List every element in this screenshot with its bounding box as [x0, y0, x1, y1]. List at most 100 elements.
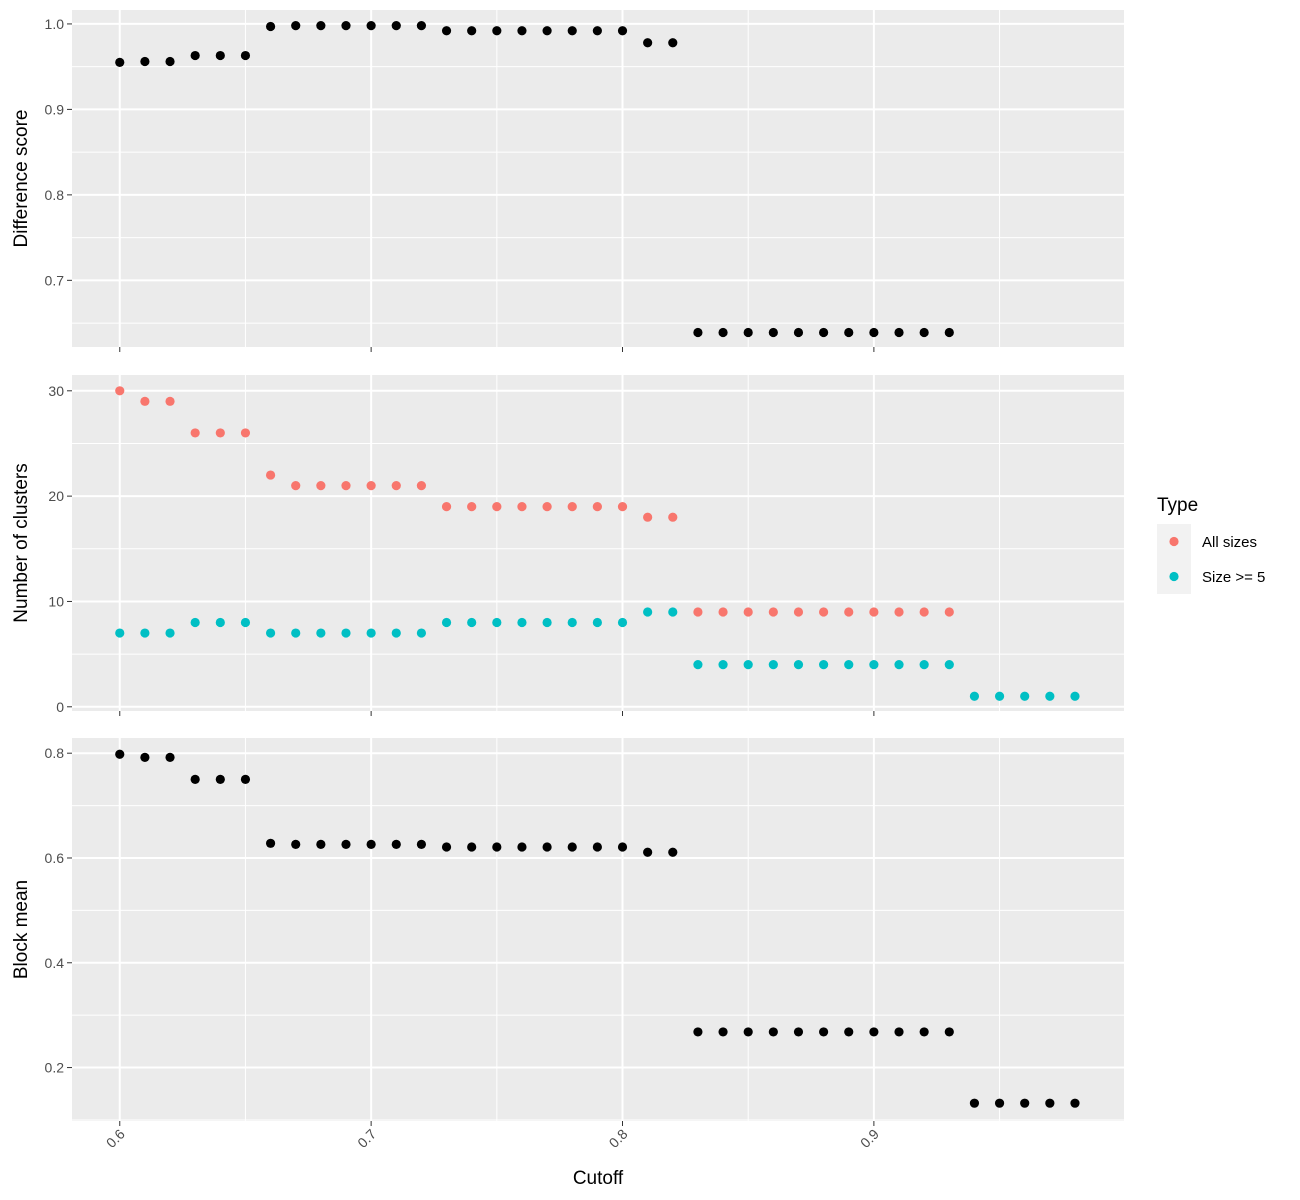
data-point [718, 660, 728, 670]
data-point [140, 396, 150, 406]
data-point [919, 327, 929, 338]
panel-3: 0.2 0.4 0.6 0.8 Block mean [11, 738, 1124, 1126]
data-point [944, 660, 954, 670]
data-point [793, 327, 804, 338]
data-point [994, 1098, 1005, 1108]
data-point [592, 617, 602, 628]
data-point [215, 774, 225, 784]
data-point [115, 628, 125, 638]
data-point [291, 628, 301, 638]
data-point [416, 628, 427, 638]
legend: Type All sizes Size >= 5 [1157, 495, 1265, 594]
data-point [190, 50, 200, 61]
data-point [341, 839, 351, 849]
panels-layer: 0.7 0.8 0.9 1.0 Difference score 0 10 20 30 Numbe… [11, 10, 1124, 1151]
legend-entries: All sizes Size >= 5 [1157, 524, 1265, 594]
data-point [617, 502, 628, 512]
data-point [391, 628, 401, 638]
data-point [869, 607, 879, 617]
data-point [743, 607, 753, 617]
data-point [793, 660, 804, 670]
data-point [492, 617, 502, 628]
data-point [165, 56, 175, 67]
data-point [969, 1098, 980, 1108]
data-point [265, 628, 276, 638]
legend-key-point [1169, 536, 1179, 547]
data-point [718, 607, 728, 617]
data-point [441, 502, 452, 512]
y-tick-label: 1.0 [45, 16, 65, 32]
data-point [215, 428, 225, 438]
data-point [869, 1027, 879, 1037]
data-point [265, 21, 276, 32]
data-point [366, 21, 376, 31]
series-2 [115, 607, 1080, 701]
data-point [1070, 691, 1080, 701]
x-tick-label: 0.8 [606, 1126, 631, 1151]
data-point [492, 26, 502, 36]
data-point [265, 838, 276, 848]
data-point [517, 502, 527, 512]
data-point [819, 327, 829, 338]
data-point [316, 839, 326, 849]
x-tick-labels: 0.6 0.7 0.8 0.9 [103, 1126, 882, 1151]
data-point [291, 21, 301, 31]
y-tick-label: 20 [48, 488, 64, 504]
data-point [944, 607, 954, 617]
data-point [316, 21, 326, 31]
data-point [416, 21, 427, 31]
data-point [894, 660, 904, 670]
legend-label: Size >= 5 [1202, 569, 1265, 586]
data-point [693, 607, 703, 617]
data-point [919, 1027, 929, 1037]
data-point [517, 842, 527, 852]
data-point [994, 691, 1005, 701]
data-point [793, 607, 804, 617]
data-point [743, 327, 753, 338]
data-point [567, 617, 577, 628]
data-point [643, 607, 653, 617]
y-tick-label: 0.8 [45, 745, 65, 761]
data-point [115, 57, 125, 67]
data-point [517, 26, 527, 36]
data-point [869, 327, 879, 338]
x-tick-label: 0.7 [354, 1126, 379, 1151]
panel-1: 0.7 0.8 0.9 1.0 Difference score [11, 10, 1124, 352]
series-1 [115, 21, 954, 338]
data-point [819, 607, 829, 617]
data-point [693, 1027, 703, 1037]
data-point [768, 1027, 778, 1037]
data-point [894, 1027, 904, 1037]
data-point [718, 327, 728, 338]
data-point [366, 628, 376, 638]
y-tick-label: 0.9 [45, 101, 65, 117]
data-point [592, 842, 602, 852]
data-point [617, 617, 628, 628]
panel-background [72, 375, 1124, 711]
data-point [240, 428, 251, 438]
data-point [768, 607, 778, 617]
data-point [668, 512, 678, 522]
y-tick-label: 0.7 [45, 272, 65, 288]
data-point [190, 774, 200, 784]
data-point [944, 327, 954, 338]
data-point [291, 839, 301, 849]
data-point [441, 842, 452, 852]
y-tick-label: 30 [48, 383, 64, 399]
data-point [668, 847, 678, 857]
data-point [215, 50, 225, 61]
y-axis-title: Block mean [11, 880, 32, 979]
legend-key-point [1169, 571, 1179, 582]
y-tick-label: 0 [56, 699, 64, 715]
data-point [894, 607, 904, 617]
panel-background [72, 738, 1124, 1121]
data-point [240, 617, 251, 628]
data-point [1020, 1098, 1030, 1108]
data-point [643, 847, 653, 857]
data-point [542, 842, 552, 852]
panel-background [72, 10, 1124, 347]
legend-label: All sizes [1202, 534, 1257, 551]
data-point [1045, 691, 1055, 701]
data-point [567, 502, 577, 512]
